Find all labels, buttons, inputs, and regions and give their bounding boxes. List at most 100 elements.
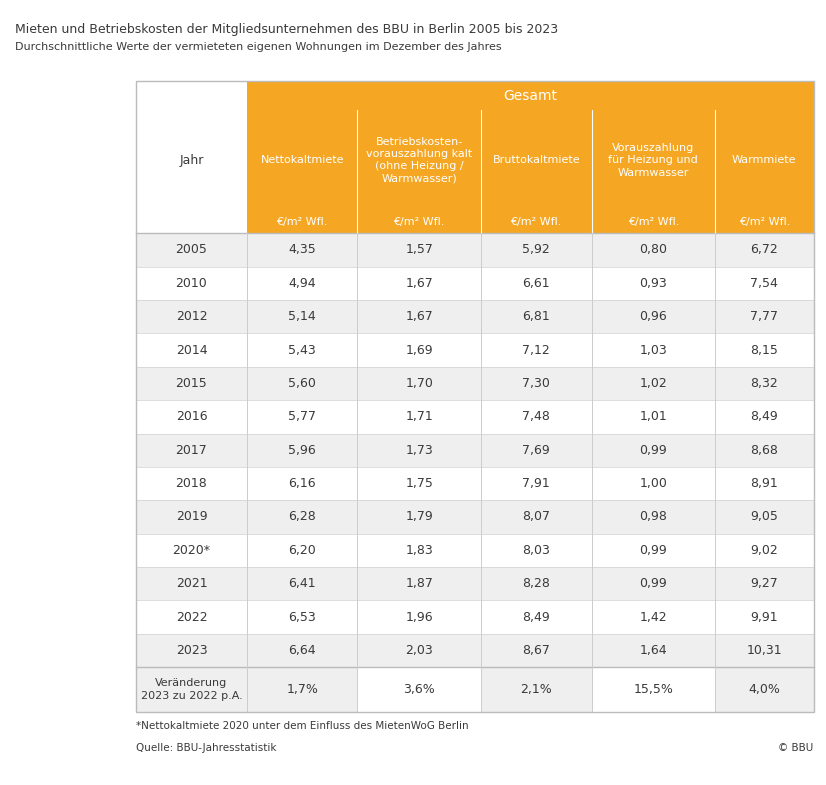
- Text: 2020*: 2020*: [173, 544, 211, 557]
- Text: 4,0%: 4,0%: [748, 683, 781, 696]
- Text: 3,6%: 3,6%: [403, 683, 435, 696]
- Text: 7,12: 7,12: [522, 344, 550, 356]
- Bar: [136, 300, 814, 334]
- Text: 2017: 2017: [176, 444, 207, 457]
- Text: 1,57: 1,57: [406, 243, 433, 257]
- Text: 8,28: 8,28: [522, 577, 550, 590]
- Text: 1,83: 1,83: [406, 544, 433, 557]
- Text: 9,27: 9,27: [751, 577, 778, 590]
- Text: 7,30: 7,30: [522, 377, 550, 390]
- Text: 2012: 2012: [176, 310, 207, 323]
- Text: 1,69: 1,69: [406, 344, 433, 356]
- Text: 1,00: 1,00: [639, 477, 667, 490]
- Text: 5,60: 5,60: [288, 377, 316, 390]
- Text: 2022: 2022: [176, 611, 207, 623]
- Text: 2,1%: 2,1%: [520, 683, 552, 696]
- Text: 0,93: 0,93: [639, 277, 667, 290]
- Text: €/m² Wfl.: €/m² Wfl.: [628, 217, 679, 227]
- Text: Vorauszahlung
für Heizung und
Warmwasser: Vorauszahlung für Heizung und Warmwasser: [609, 143, 698, 177]
- Text: 1,64: 1,64: [639, 644, 667, 657]
- Text: Warmmiete: Warmmiete: [732, 155, 796, 165]
- Bar: [136, 210, 247, 233]
- Text: 1,79: 1,79: [406, 510, 433, 524]
- Text: 9,05: 9,05: [750, 510, 778, 524]
- Text: 2023: 2023: [176, 644, 207, 657]
- Bar: [715, 210, 814, 233]
- Text: 4,94: 4,94: [288, 277, 316, 290]
- Bar: [136, 400, 814, 433]
- Bar: [591, 667, 715, 712]
- Text: 1,73: 1,73: [406, 444, 433, 457]
- Text: 1,70: 1,70: [406, 377, 433, 390]
- Text: €/m² Wfl.: €/m² Wfl.: [277, 217, 328, 227]
- Text: 7,69: 7,69: [522, 444, 550, 457]
- Text: 7,48: 7,48: [522, 411, 550, 423]
- Text: 5,92: 5,92: [522, 243, 550, 257]
- Text: 0,99: 0,99: [639, 544, 667, 557]
- Text: €/m² Wfl.: €/m² Wfl.: [393, 217, 445, 227]
- Text: 1,7%: 1,7%: [286, 683, 318, 696]
- Bar: [136, 81, 247, 110]
- Bar: [481, 667, 591, 712]
- Text: 8,03: 8,03: [522, 544, 550, 557]
- Bar: [481, 110, 591, 210]
- Text: 6,28: 6,28: [288, 510, 316, 524]
- Bar: [247, 667, 358, 712]
- Bar: [481, 210, 591, 233]
- Text: © BBU: © BBU: [778, 743, 814, 753]
- Text: Betriebskosten-
vorauszahlung kalt
(ohne Heizung /
Warmwasser): Betriebskosten- vorauszahlung kalt (ohne…: [366, 137, 472, 184]
- Text: 2014: 2014: [176, 344, 207, 356]
- Bar: [247, 210, 358, 233]
- Text: 2010: 2010: [176, 277, 207, 290]
- Bar: [136, 334, 814, 367]
- Text: 8,49: 8,49: [751, 411, 778, 423]
- Bar: [715, 667, 814, 712]
- Text: 1,02: 1,02: [639, 377, 667, 390]
- Bar: [136, 110, 247, 210]
- Text: 5,77: 5,77: [288, 411, 316, 423]
- Text: 7,54: 7,54: [750, 277, 778, 290]
- Bar: [358, 110, 481, 210]
- Text: 1,87: 1,87: [406, 577, 433, 590]
- Text: 6,41: 6,41: [288, 577, 316, 590]
- Text: Gesamt: Gesamt: [503, 89, 558, 103]
- Text: Jahr: Jahr: [179, 154, 204, 166]
- Bar: [591, 210, 715, 233]
- Bar: [136, 233, 814, 267]
- Text: 5,43: 5,43: [288, 344, 316, 356]
- Bar: [358, 667, 481, 712]
- Bar: [358, 210, 481, 233]
- Text: €/m² Wfl.: €/m² Wfl.: [738, 217, 790, 227]
- Text: Durchschnittliche Werte der vermieteten eigenen Wohnungen im Dezember des Jahres: Durchschnittliche Werte der vermieteten …: [15, 42, 501, 53]
- Text: 6,72: 6,72: [751, 243, 778, 257]
- Text: 8,68: 8,68: [750, 444, 778, 457]
- Text: 8,67: 8,67: [522, 644, 550, 657]
- Text: €/m² Wfl.: €/m² Wfl.: [510, 217, 562, 227]
- Text: 1,75: 1,75: [406, 477, 433, 490]
- Text: Nettokaltmiete: Nettokaltmiete: [260, 155, 344, 165]
- Text: 0,98: 0,98: [639, 510, 667, 524]
- Bar: [136, 633, 814, 667]
- Text: 2018: 2018: [176, 477, 207, 490]
- Text: 10,31: 10,31: [747, 644, 782, 657]
- Bar: [136, 534, 814, 567]
- Text: Mieten und Betriebskosten der Mitgliedsunternehmen des BBU in Berlin 2005 bis 20: Mieten und Betriebskosten der Mitgliedsu…: [15, 24, 558, 36]
- Text: 15,5%: 15,5%: [634, 683, 673, 696]
- Text: 1,96: 1,96: [406, 611, 433, 623]
- Text: 2015: 2015: [176, 377, 207, 390]
- Text: 0,99: 0,99: [639, 577, 667, 590]
- Text: 7,77: 7,77: [750, 310, 778, 323]
- Text: 5,96: 5,96: [288, 444, 316, 457]
- Text: 6,16: 6,16: [288, 477, 316, 490]
- Bar: [136, 667, 247, 712]
- Text: 0,80: 0,80: [639, 243, 667, 257]
- Text: 6,81: 6,81: [522, 310, 550, 323]
- Text: 6,20: 6,20: [288, 544, 316, 557]
- Text: 1,67: 1,67: [406, 310, 433, 323]
- Text: 7,91: 7,91: [522, 477, 550, 490]
- Text: 1,03: 1,03: [639, 344, 667, 356]
- Text: 8,49: 8,49: [522, 611, 550, 623]
- Bar: [136, 267, 814, 300]
- Text: 9,02: 9,02: [751, 544, 778, 557]
- Text: 5,14: 5,14: [288, 310, 316, 323]
